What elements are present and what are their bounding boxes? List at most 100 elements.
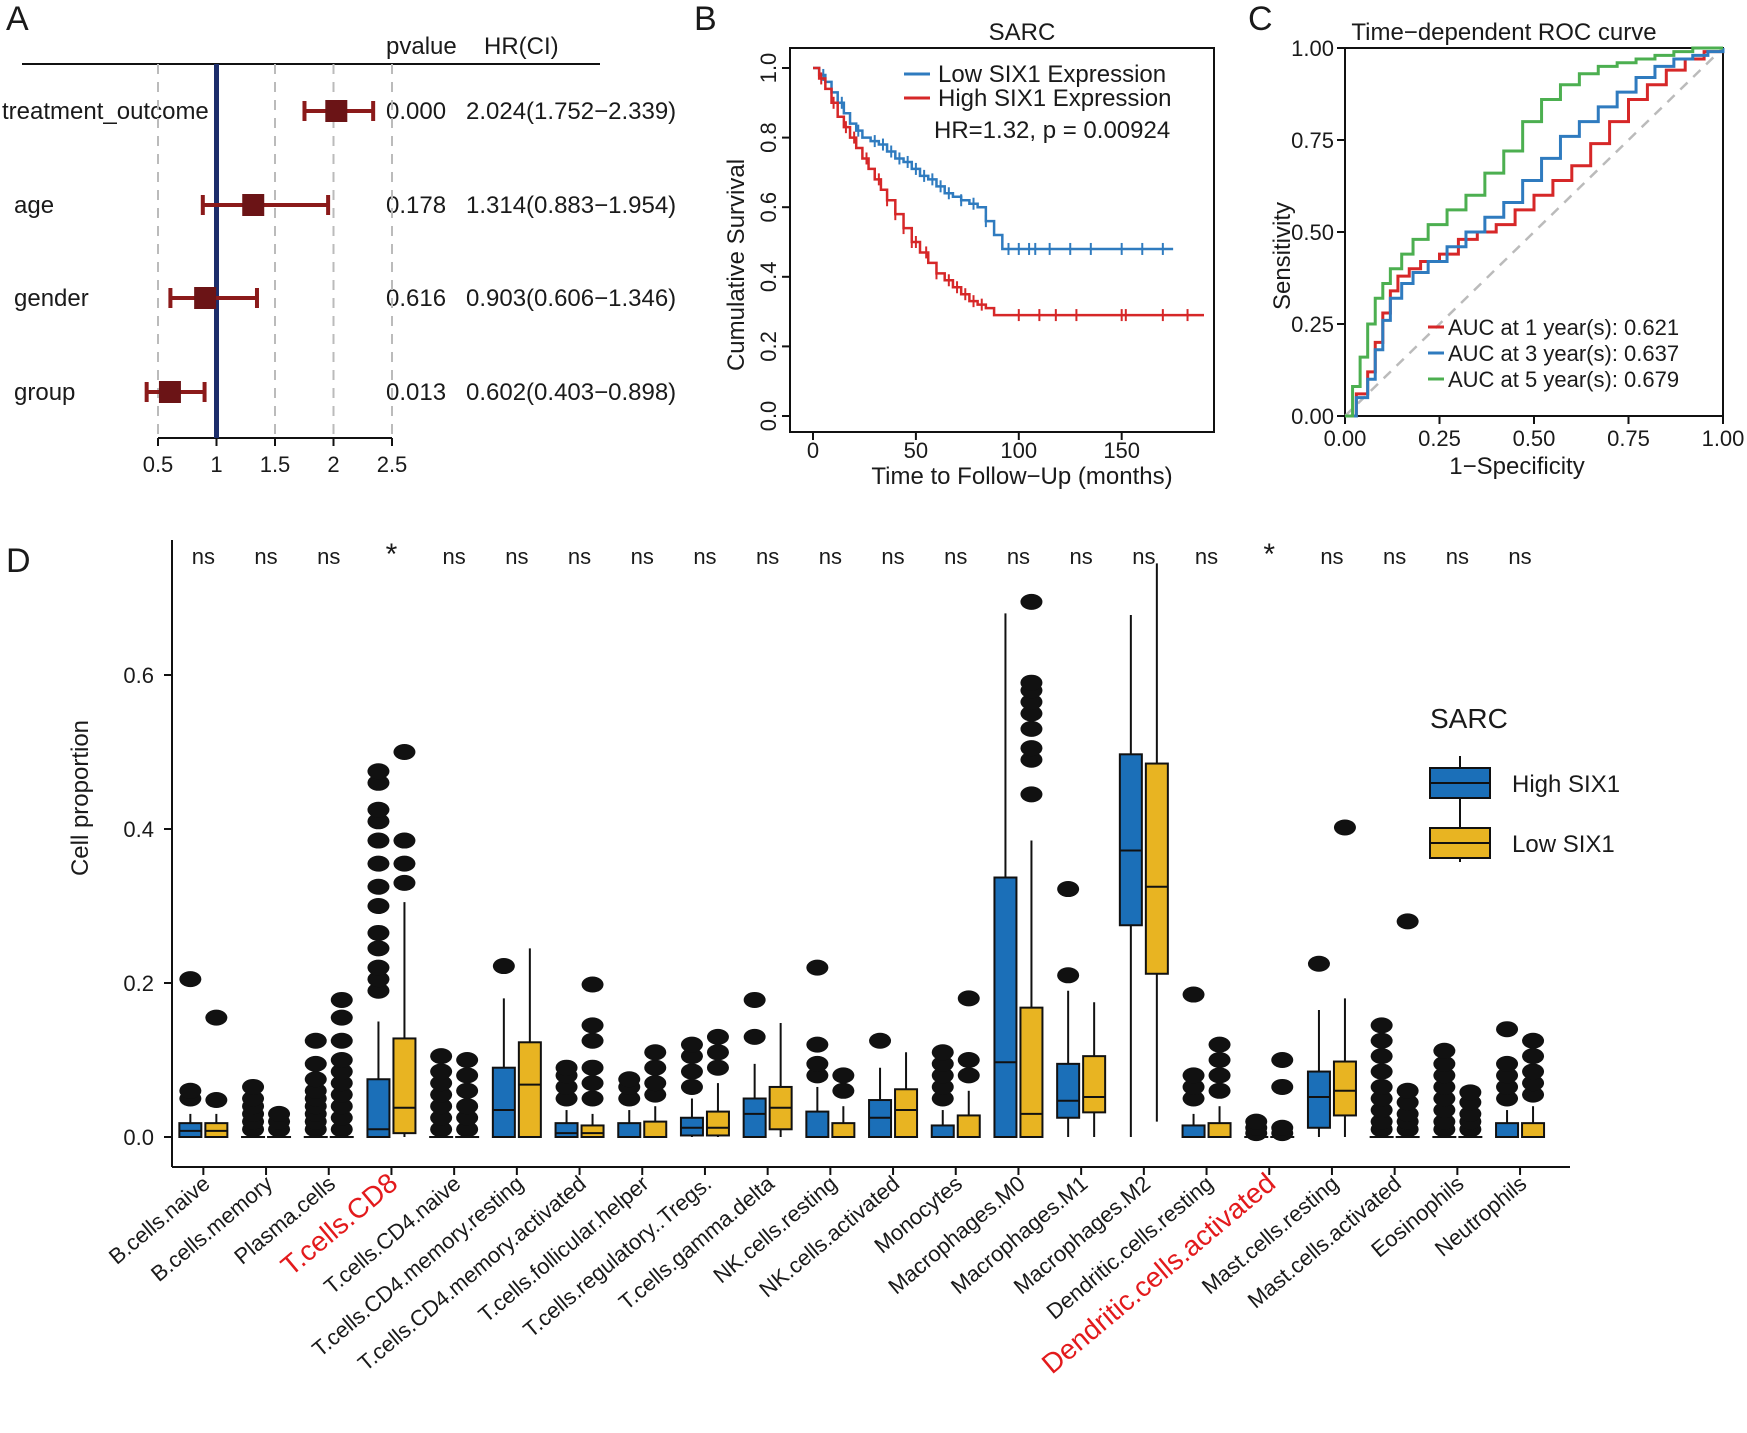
box-outlier: [430, 1086, 453, 1103]
box-outlier: [367, 940, 390, 957]
box-outlier: [555, 1059, 578, 1076]
box-outlier: [1433, 1090, 1456, 1107]
km-y-tick-label: 0.8: [756, 122, 781, 153]
box-body: [1207, 1122, 1232, 1139]
forest-hr-marker: [194, 287, 217, 309]
box-body: [742, 1097, 767, 1138]
box-outlier: [1522, 1086, 1545, 1103]
box-significance: ns: [631, 544, 654, 569]
box-outlier: [1333, 819, 1356, 836]
box-outlier: [581, 1017, 604, 1034]
km-y-tick-label: 0.6: [756, 192, 781, 223]
box-significance: ns: [1195, 544, 1218, 569]
box-outlier: [832, 1067, 855, 1084]
roc-plot-area: 0.00 0.25 0.50 0.75 1.00 0.00 0.25 0.50 0.75 1.00: [1291, 36, 1744, 451]
box-significance: ns: [1320, 544, 1343, 569]
roc-ylabel: Sensitivity: [1269, 202, 1296, 310]
box-outlier: [1459, 1084, 1482, 1101]
forest-plot-area: 0.5 1 1.5 2 2.5: [143, 64, 407, 477]
box-outlier: [242, 1090, 265, 1107]
box-body: [679, 1116, 704, 1137]
forest-x-tick-label: 1: [210, 452, 222, 477]
box-significance: ns: [254, 544, 277, 569]
box-outlier: [1433, 1102, 1456, 1119]
box-outlier: [1020, 674, 1043, 691]
box-significance: ns: [756, 544, 779, 569]
forest-row-hr: 1.314(0.883−1.954): [466, 192, 676, 219]
box-significance: ns: [1383, 544, 1406, 569]
box-outlier: [456, 1121, 479, 1138]
box-outlier: [330, 991, 353, 1008]
roc-legend-1y-label: AUC at 1 year(s): 0.621: [1448, 315, 1679, 340]
box-outlier: [393, 855, 416, 872]
forest-hr-marker: [158, 381, 181, 403]
box-outlier: [367, 855, 390, 872]
roc-legend: AUC at 1 year(s): 0.621 AUC at 3 year(s)…: [1428, 315, 1679, 392]
box-body: [1144, 762, 1169, 975]
box-outlier: [1057, 881, 1080, 898]
box-outlier: [680, 1048, 703, 1065]
box-outlier: [268, 1105, 291, 1122]
forest-x-tick-label: 2: [327, 452, 339, 477]
box-outlier: [1182, 1078, 1205, 1095]
forest-row-pvalue: 0.000: [386, 98, 446, 125]
box-outlier: [931, 1090, 954, 1107]
forest-row-pvalue: 0.178: [386, 192, 446, 219]
roc-x-tick-label: 0.00: [1324, 426, 1367, 451]
roc-y-tick-label: 1.00: [1291, 36, 1334, 61]
box-outlier: [1522, 1063, 1545, 1080]
box-outlier: [1496, 1021, 1519, 1038]
box-outlier: [1370, 1102, 1393, 1119]
box-outlier: [330, 1032, 353, 1049]
roc-x-tick-label: 1.00: [1702, 426, 1745, 451]
panel-letter-b: B: [694, 0, 717, 38]
box-outlier: [1370, 1048, 1393, 1065]
box-outlier: [367, 813, 390, 830]
box-outlier: [581, 976, 604, 993]
roc-y-tick-label: 0.50: [1291, 220, 1334, 245]
roc-curve: [1345, 46, 1723, 418]
box-outlier: [430, 1063, 453, 1080]
forest-row-hr: 0.903(0.606−1.346): [466, 285, 676, 312]
roc-x-tick-label: 0.50: [1513, 426, 1556, 451]
roc-x-tick-label: 0.75: [1607, 426, 1650, 451]
km-legend-high-label: High SIX1 Expression: [938, 85, 1171, 112]
box-outlier: [430, 1075, 453, 1092]
box-outlier: [1057, 967, 1080, 984]
box-outlier: [555, 1078, 578, 1095]
forest-x-tick-label: 1.5: [260, 452, 291, 477]
box-outlier: [367, 878, 390, 895]
box-outlier: [367, 832, 390, 849]
box-outlier: [680, 1063, 703, 1080]
forest-plot: pvalue HR(CI) treatment_outcome 0.000 2.02…: [2, 33, 676, 477]
box-outlier: [680, 1078, 703, 1095]
box-outlier: [367, 898, 390, 914]
forest-header-hr: HR(CI): [484, 33, 559, 60]
box-outlier: [1496, 1078, 1519, 1095]
forest-hr-marker: [325, 100, 348, 122]
box-outlier: [1370, 1063, 1393, 1080]
box-outlier: [456, 1052, 479, 1068]
box-outlier: [367, 982, 390, 999]
box-outlier: [1459, 1105, 1482, 1122]
box-outlier: [1020, 693, 1043, 710]
forest-row-hr: 0.602(0.403−0.898): [466, 379, 676, 406]
box-outlier: [581, 1059, 604, 1076]
km-legend-low-label: Low SIX1 Expression: [938, 61, 1166, 88]
box-outlier: [393, 874, 416, 891]
box-outlier: [1208, 1067, 1231, 1084]
box-body: [993, 876, 1018, 1138]
box-outlier: [430, 1121, 453, 1138]
box-outlier: [1271, 1078, 1294, 1095]
box-outlier: [330, 1098, 353, 1115]
box-outlier: [931, 1055, 954, 1072]
box-outlier: [555, 1090, 578, 1107]
box-y-tick-label: 0.6: [123, 663, 154, 688]
box-outlier: [393, 744, 416, 760]
roc-curve: [1345, 48, 1725, 418]
box-y-tick-label: 0.4: [123, 817, 154, 842]
km-x-tick-label: 50: [904, 438, 928, 463]
forest-row-pvalue: 0.013: [386, 379, 446, 406]
km-frame: [789, 47, 1215, 433]
